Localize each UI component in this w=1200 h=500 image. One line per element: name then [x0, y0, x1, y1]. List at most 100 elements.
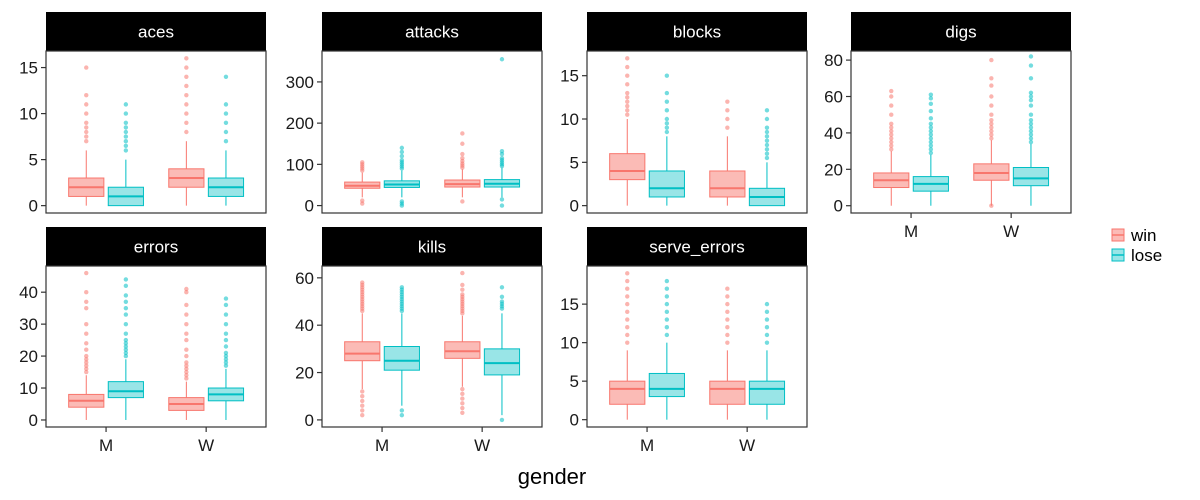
outlier-point: [84, 65, 89, 70]
outlier-point: [84, 305, 89, 311]
outlier-point: [184, 120, 189, 125]
outlier-point: [184, 312, 189, 317]
outlier-point: [460, 141, 465, 146]
outlier-point: [184, 83, 189, 89]
box-W-win: [973, 57, 1010, 208]
outlier-point: [1028, 94, 1034, 99]
outlier-point: [889, 103, 894, 108]
outlier-point: [664, 301, 670, 307]
outlier-point: [928, 136, 934, 141]
outlier-point: [1028, 103, 1034, 108]
outlier-point: [499, 203, 505, 208]
x-tick-label: M: [375, 436, 389, 455]
outlier-point: [928, 121, 934, 127]
box-iqr: [383, 346, 420, 371]
outlier-point: [223, 74, 229, 79]
outlier-point: [399, 199, 405, 204]
strip-label: digs: [945, 23, 976, 42]
outlier-point: [184, 302, 189, 308]
box-iqr: [709, 170, 746, 198]
y-tick-label: 100: [286, 155, 314, 174]
y-tick-label: 5: [29, 151, 38, 170]
outlier-point: [84, 363, 89, 368]
outlier-point: [725, 99, 730, 104]
y-tick-label: 10: [560, 110, 579, 129]
outlier-point: [928, 150, 934, 156]
outlier-point: [625, 309, 630, 315]
outlier-point: [123, 120, 129, 125]
outlier-point: [460, 405, 465, 411]
outlier-point: [84, 129, 89, 135]
outlier-point: [84, 92, 89, 98]
outlier-point: [184, 376, 189, 381]
outlier-point: [725, 294, 730, 299]
outlier-point: [499, 57, 505, 62]
outlier-point: [223, 111, 229, 116]
outlier-point: [223, 357, 229, 362]
outlier-point: [460, 131, 465, 136]
outlier-point: [989, 125, 994, 130]
outlier-point: [84, 331, 89, 336]
outlier-point: [184, 369, 189, 375]
outlier-point: [184, 56, 189, 61]
outlier-point: [184, 363, 189, 368]
outlier-point: [989, 203, 994, 208]
panel-border: [321, 265, 543, 428]
outlier-point: [625, 108, 630, 113]
outlier-point: [223, 331, 229, 336]
panel-border: [45, 50, 267, 214]
outlier-point: [764, 309, 770, 315]
strip-blocks: [587, 12, 807, 51]
y-tick-label: 40: [19, 283, 38, 302]
outlier-point: [460, 287, 465, 292]
box-W-lose: [1012, 54, 1050, 206]
outlier-point: [123, 337, 129, 343]
outlier-point: [223, 337, 229, 343]
outlier-point: [889, 143, 894, 148]
outlier-point: [223, 353, 229, 359]
outlier-point: [84, 357, 89, 362]
box-iqr: [444, 341, 481, 359]
outlier-point: [764, 116, 770, 122]
box-iqr: [609, 380, 646, 405]
outlier-point: [84, 366, 89, 372]
y-tick-label: 15: [560, 67, 579, 86]
y-tick-label: 10: [19, 379, 38, 398]
box-iqr: [344, 341, 381, 362]
outlier-point: [184, 102, 189, 107]
y-tick-label: 10: [19, 105, 38, 124]
outlier-point: [223, 102, 229, 107]
outlier-point: [360, 198, 365, 203]
panel-serve_errors: serve_errors 0 5 10 15 M W: [560, 227, 808, 455]
outlier-point: [360, 398, 365, 404]
outlier-point: [123, 134, 129, 139]
outlier-point: [499, 294, 505, 299]
outlier-point: [123, 347, 129, 352]
outlier-point: [625, 90, 630, 96]
box-M-win: [344, 160, 381, 206]
outlier-point: [84, 299, 89, 304]
outlier-point: [460, 151, 465, 157]
outlier-point: [360, 280, 365, 285]
box-M-win: [344, 280, 381, 418]
outlier-point: [399, 153, 405, 159]
outlier-point: [184, 353, 189, 359]
outlier-point: [725, 325, 730, 330]
outlier-point: [889, 125, 894, 130]
outlier-point: [399, 412, 405, 418]
outlier-point: [460, 199, 465, 204]
outlier-point: [460, 386, 465, 392]
outlier-point: [499, 148, 505, 154]
outlier-point: [989, 112, 994, 117]
outlier-point: [84, 111, 89, 116]
outlier-point: [460, 155, 465, 161]
outlier-point: [625, 112, 630, 117]
outlier-point: [84, 289, 89, 295]
y-tick-label: 30: [19, 315, 38, 334]
outlier-point: [625, 278, 630, 284]
outlier-point: [625, 73, 630, 78]
outlier-point: [223, 312, 229, 317]
outlier-point: [123, 344, 129, 349]
y-tick-label: 80: [824, 51, 843, 70]
outlier-point: [223, 363, 229, 368]
